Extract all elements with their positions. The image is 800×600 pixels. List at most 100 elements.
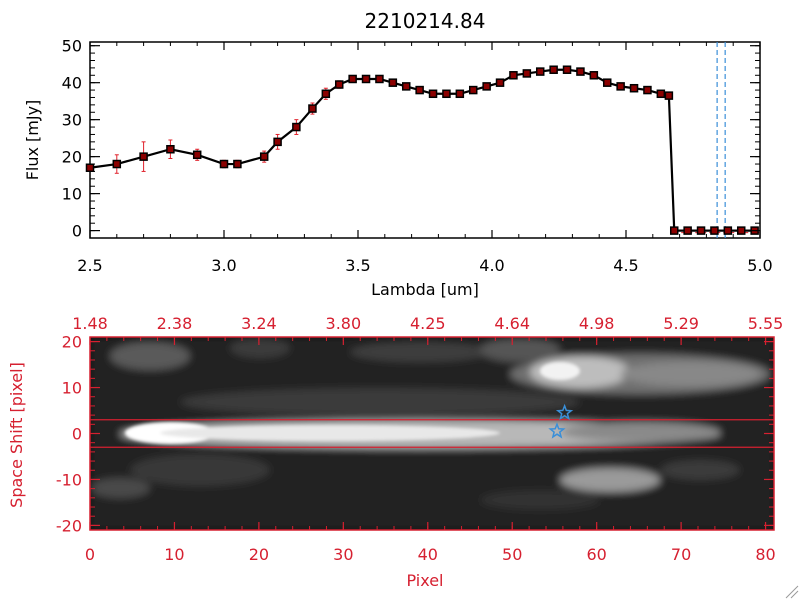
flux-point (259, 152, 269, 161)
pixel-tick-label: 60 (586, 545, 606, 564)
flux-point (468, 85, 478, 95)
flux-markers (85, 65, 759, 235)
flux-point (321, 89, 331, 99)
space-tick-label: 0 (72, 425, 82, 444)
flux-point (334, 80, 344, 89)
flux-point (643, 85, 652, 95)
x-tick-label: 5.0 (747, 256, 772, 275)
heatmap-image (90, 337, 774, 530)
flux-point (139, 152, 148, 161)
flux-point (669, 226, 679, 235)
flux-point (576, 67, 585, 76)
flux-point (192, 150, 202, 160)
x-tick-label: 4.5 (613, 256, 638, 275)
y-tick-label: 30 (62, 111, 82, 130)
flux-point (415, 85, 424, 95)
flux-point (375, 74, 384, 84)
flux-point (482, 82, 491, 91)
flux-point (308, 104, 317, 113)
flux-point (616, 82, 625, 91)
space-shift-axis-ticks: -20 -10 0 10 20 (56, 333, 774, 535)
flux-point (710, 226, 719, 235)
flux-point (455, 89, 465, 99)
top-tick-label: 4.64 (494, 314, 530, 333)
spectral-image: 0 10 20 30 40 50 60 70 80 1.48 2.38 3.24 3.80 4.25 4.… (7, 314, 783, 590)
star-icon (548, 422, 566, 439)
flux-point (696, 226, 706, 235)
x-axis-ticks: 2.5 3.0 3.5 4.0 4.5 5.0 (77, 42, 773, 275)
y-tick-label: 50 (62, 37, 82, 56)
flux-point (348, 74, 357, 84)
top-tick-label: 3.80 (326, 314, 362, 333)
top-tick-label: 5.29 (663, 314, 699, 333)
y-tick-label: 20 (62, 148, 82, 167)
pixel-tick-label: 0 (85, 545, 95, 564)
top-tick-label: 3.24 (241, 314, 277, 333)
pixel-tick-label: 10 (164, 545, 184, 564)
pixel-tick-label: 20 (249, 545, 269, 564)
flux-point (656, 89, 666, 99)
star-icon (555, 403, 574, 421)
pixel-tick-label: 40 (418, 545, 438, 564)
extraction-aperture-lines (90, 419, 774, 448)
space-tick-label: 10 (62, 379, 82, 398)
space-tick-label: -20 (56, 516, 82, 535)
space-tick-label: 20 (62, 333, 82, 352)
flux-point (219, 159, 229, 169)
flux-point (388, 78, 398, 87)
source-markers (548, 403, 574, 439)
top-tick-label: 5.55 (748, 314, 784, 333)
flux-point (85, 163, 95, 172)
flux-point (589, 71, 599, 80)
space-shift-axis-label: Space Shift [pixel] (7, 362, 26, 508)
resize-grip-icon[interactable] (785, 585, 799, 599)
flux-point (522, 69, 532, 78)
x-axis-label: Lambda [um] (371, 280, 479, 299)
flux-point (401, 82, 411, 91)
flux-point (683, 226, 692, 235)
flux-point (361, 74, 371, 84)
wavelength-top-axis-ticks: 1.48 2.38 3.24 3.80 4.25 4.64 4.98 5.29 5.55 (72, 314, 783, 345)
flux-point (535, 67, 545, 76)
flux-point (629, 83, 639, 93)
flux-point (273, 137, 282, 147)
flux-point (428, 89, 438, 99)
y-axis-label: Flux [mJy] (23, 100, 42, 181)
pixel-tick-label: 70 (671, 545, 691, 564)
pixel-tick-label: 50 (502, 545, 522, 564)
flux-point (112, 159, 122, 169)
flux-point (166, 144, 175, 154)
chart-title: 2210214.84 (365, 9, 486, 33)
reference-lines (674, 42, 760, 238)
x-tick-label: 2.5 (77, 256, 102, 275)
flux-point (736, 226, 746, 235)
top-tick-label: 1.48 (72, 314, 108, 333)
spectrum-chart: 2210214.84 2.5 3.0 3.5 4.0 4.5 5.0 0 10 20 30 40 5… (23, 9, 773, 299)
flux-point (664, 91, 674, 100)
pixel-axis-label: Pixel (406, 571, 443, 590)
flux-point (549, 65, 558, 74)
pixel-tick-label: 30 (333, 545, 353, 564)
spectrum-plot-frame (89, 41, 761, 239)
y-tick-label: 0 (72, 222, 82, 241)
flux-point (292, 122, 301, 132)
top-tick-label: 4.25 (410, 314, 446, 333)
x-tick-label: 3.5 (345, 256, 370, 275)
y-axis-ticks: 0 10 20 30 40 50 (62, 37, 760, 241)
pixel-tick-label: 80 (755, 545, 775, 564)
flux-point (602, 78, 612, 87)
y-tick-label: 40 (62, 74, 82, 93)
flux-point (509, 71, 518, 80)
top-tick-label: 4.98 (579, 314, 615, 333)
x-tick-label: 3.0 (211, 256, 236, 275)
flux-point (495, 78, 505, 87)
y-tick-label: 10 (62, 185, 82, 204)
top-tick-label: 2.38 (157, 314, 193, 333)
flux-point (723, 226, 733, 235)
x-tick-label: 4.0 (479, 256, 504, 275)
flux-point (442, 89, 451, 99)
pixel-axis-ticks: 0 10 20 30 40 50 60 70 80 (85, 522, 776, 564)
flux-point (562, 65, 572, 74)
